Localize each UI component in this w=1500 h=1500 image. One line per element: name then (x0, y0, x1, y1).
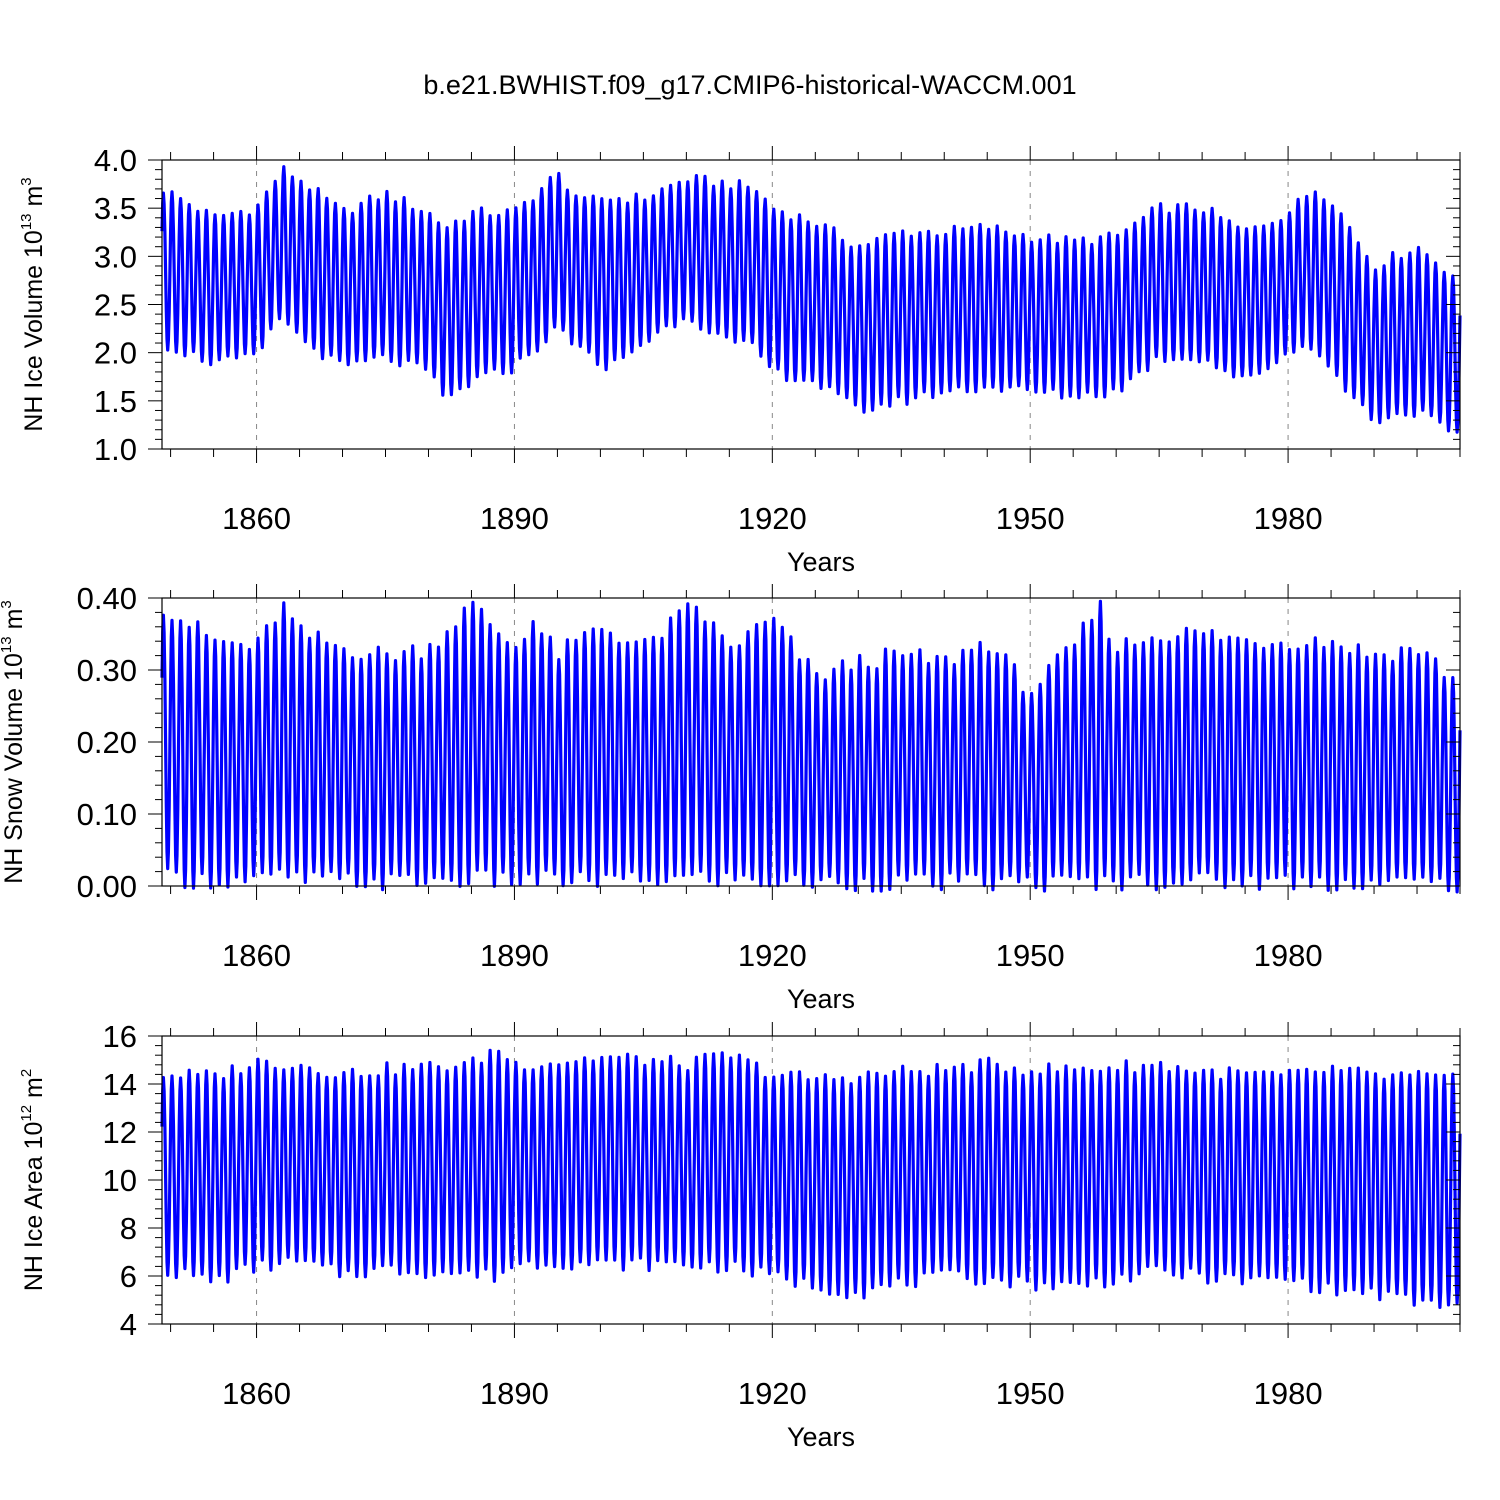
y-tick-label-1.5: 1.5 (94, 384, 137, 419)
y-axis-title-exp: 13 (18, 213, 35, 230)
y-axis-title-unit-exp: 3 (0, 600, 15, 608)
y-tick-label-10: 10 (103, 1163, 137, 1198)
series-line (160, 1048, 1462, 1309)
y-tick-label-0.00: 0.00 (77, 869, 137, 904)
x-axis-title: Years (787, 1422, 855, 1452)
y-tick-label-0.30: 0.30 (77, 653, 137, 688)
y-tick-label-16: 16 (103, 1019, 137, 1054)
x-axis-title: Years (787, 547, 855, 577)
x-tick-label-1950: 1950 (996, 501, 1065, 536)
y-tick-label-0.40: 0.40 (77, 581, 137, 616)
x-tick-label-1860: 1860 (222, 1376, 291, 1411)
y-axis-title-unit: m (20, 186, 48, 214)
x-tick-label-1980: 1980 (1254, 1376, 1323, 1411)
x-tick-label-1860: 1860 (222, 501, 291, 536)
y-tick-label-4.0: 4.0 (94, 143, 137, 178)
x-tick-label-1890: 1890 (480, 1376, 549, 1411)
x-tick-label-1920: 1920 (738, 938, 807, 973)
panel-ice-volume: 1860 1890 1920 1950 1980 Years 1.0 1.5 2.0 2.5 3.0… (18, 143, 1462, 577)
y-tick-label-3.5: 3.5 (94, 191, 137, 226)
x-tick-label-1920: 1920 (738, 501, 807, 536)
x-axis-title: Years (787, 984, 855, 1014)
x-tick-label-1890: 1890 (480, 501, 549, 536)
y-axis-title-base: NH Ice Volume 10 (20, 230, 48, 432)
x-tick-label-1920: 1920 (738, 1376, 807, 1411)
y-tick-label-2.5: 2.5 (94, 288, 137, 323)
panel-ice-area: 1860 1890 1920 1950 1980 Years 4 6 8 10 12 14 16 NH I… (18, 1019, 1462, 1452)
x-tick-label-1950: 1950 (996, 1376, 1065, 1411)
y-axis-title-exp: 13 (0, 636, 15, 653)
y-tick-label-1.0: 1.0 (94, 432, 137, 467)
y-axis-title-unit: m (0, 609, 28, 637)
y-tick-label-0.10: 0.10 (77, 797, 137, 832)
y-axis-title-unit: m (20, 1077, 48, 1105)
series-line (160, 599, 1462, 894)
x-tick-label-1950: 1950 (996, 938, 1065, 973)
y-tick-label-14: 14 (103, 1067, 137, 1102)
y-axis-title: NH Ice Volume 1013 m3 (18, 177, 48, 431)
panel-snow-volume: 1860 1890 1920 1950 1980 Years 0.00 0.10 0.20 0.3… (0, 581, 1462, 1014)
series-line (160, 165, 1462, 434)
y-axis-title-base: NH Snow Volume 10 (0, 653, 28, 884)
y-tick-label-8: 8 (120, 1211, 137, 1246)
y-tick-label-12: 12 (103, 1115, 137, 1150)
y-tick-label-2.0: 2.0 (94, 336, 137, 371)
y-axis-title: NH Ice Area 1012 m2 (18, 1069, 48, 1291)
y-tick-label-3.0: 3.0 (94, 239, 137, 274)
y-tick-label-6: 6 (120, 1259, 137, 1294)
x-tick-label-1980: 1980 (1254, 501, 1323, 536)
y-axis-title-unit-exp: 2 (18, 1069, 35, 1077)
y-axis-title: NH Snow Volume 1013 m3 (0, 600, 28, 884)
y-axis-title-exp: 12 (18, 1105, 35, 1122)
y-tick-label-4: 4 (120, 1307, 137, 1342)
x-tick-label-1860: 1860 (222, 938, 291, 973)
y-axis-title-base: NH Ice Area 10 (20, 1122, 48, 1292)
y-axis-title-unit-exp: 3 (18, 177, 35, 185)
page-title: b.e21.BWHIST.f09_g17.CMIP6-historical-WA… (423, 70, 1077, 100)
y-tick-label-0.20: 0.20 (77, 725, 137, 760)
x-tick-label-1980: 1980 (1254, 938, 1323, 973)
x-tick-label-1890: 1890 (480, 938, 549, 973)
